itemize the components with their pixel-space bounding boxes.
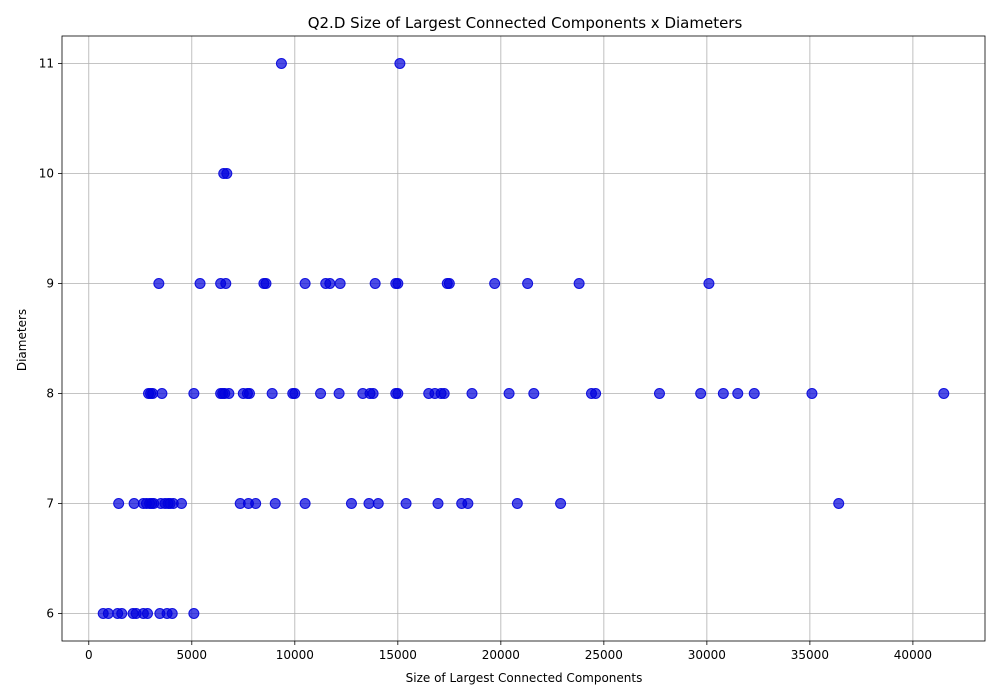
data-point <box>188 388 200 399</box>
x-tick-label: 35000 <box>791 648 829 662</box>
data-point <box>392 278 404 289</box>
data-point <box>345 498 357 509</box>
data-point <box>156 388 168 399</box>
x-tick-label: 15000 <box>379 648 417 662</box>
y-tick-label: 9 <box>46 277 54 291</box>
data-point <box>289 388 301 399</box>
data-point <box>438 388 450 399</box>
y-tick-label: 11 <box>39 57 54 71</box>
data-point <box>462 498 474 509</box>
data-point <box>102 608 114 619</box>
data-point <box>333 388 345 399</box>
data-point <box>695 388 707 399</box>
data-point <box>938 388 950 399</box>
data-point <box>363 498 375 509</box>
data-point <box>220 278 232 289</box>
data-point <box>275 58 287 69</box>
data-point <box>367 388 379 399</box>
data-point <box>392 388 404 399</box>
data-point <box>748 388 760 399</box>
data-points <box>97 58 950 619</box>
data-point <box>269 498 281 509</box>
data-point <box>147 388 159 399</box>
data-point <box>653 388 665 399</box>
data-point <box>833 498 845 509</box>
plot-frame <box>61 35 986 642</box>
x-tick-label: 40000 <box>894 648 932 662</box>
data-point <box>166 608 178 619</box>
data-point <box>221 168 233 179</box>
y-axis-label: Diameters <box>15 309 29 371</box>
y-tick-label: 7 <box>46 497 54 511</box>
data-point <box>260 278 272 289</box>
data-point <box>194 278 206 289</box>
x-axis-label: Size of Largest Connected Components <box>406 671 643 685</box>
x-tick-label: 25000 <box>585 648 623 662</box>
data-point <box>116 608 128 619</box>
x-axis-ticks: 0 5000 10000 15000 20000 25000 30000 35000 40000 <box>85 641 932 662</box>
data-point <box>142 608 154 619</box>
data-point <box>528 388 540 399</box>
chart-title: Q2.D Size of Largest Connected Component… <box>308 14 743 32</box>
data-point <box>188 608 200 619</box>
data-point <box>489 278 501 289</box>
data-point <box>153 278 165 289</box>
x-tick-label: 5000 <box>177 648 208 662</box>
y-axis-ticks: 6 7 8 9 10 11 <box>39 57 62 621</box>
y-tick-label: 10 <box>39 167 54 181</box>
data-point <box>299 498 311 509</box>
x-tick-label: 10000 <box>276 648 314 662</box>
data-point <box>369 278 381 289</box>
data-point <box>466 388 478 399</box>
data-point <box>443 278 455 289</box>
grid-lines <box>62 36 985 641</box>
data-point <box>511 498 523 509</box>
data-point <box>503 388 515 399</box>
x-tick-label: 20000 <box>482 648 520 662</box>
data-point <box>573 278 585 289</box>
data-point <box>113 498 125 509</box>
data-point <box>324 278 336 289</box>
data-point <box>223 388 235 399</box>
data-point <box>334 278 346 289</box>
x-tick-label: 0 <box>85 648 93 662</box>
data-point <box>432 498 444 509</box>
data-point <box>315 388 327 399</box>
data-point <box>555 498 567 509</box>
data-point <box>299 278 311 289</box>
x-tick-label: 30000 <box>688 648 726 662</box>
data-point <box>243 388 255 399</box>
data-point <box>703 278 715 289</box>
data-point <box>394 58 406 69</box>
data-point <box>522 278 534 289</box>
data-point <box>372 498 384 509</box>
data-point <box>175 498 187 509</box>
data-point <box>250 498 262 509</box>
data-point <box>806 388 818 399</box>
data-point <box>266 388 278 399</box>
data-point <box>128 498 140 509</box>
y-tick-label: 6 <box>46 607 54 621</box>
data-point <box>400 498 412 509</box>
data-point <box>732 388 744 399</box>
y-tick-label: 8 <box>46 387 54 401</box>
data-point <box>717 388 729 399</box>
data-point <box>590 388 602 399</box>
